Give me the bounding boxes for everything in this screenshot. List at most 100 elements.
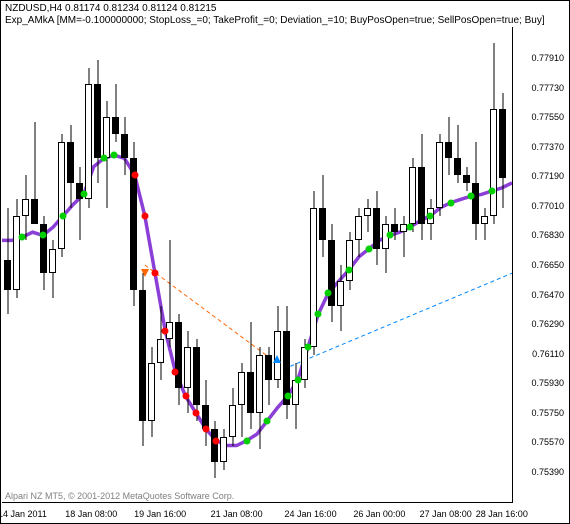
candle: [175, 27, 182, 503]
signal-dot: [345, 266, 352, 273]
y-axis-label: 0.75570: [531, 437, 564, 447]
signal-dot: [111, 152, 118, 159]
y-axis: 0.779100.777300.775500.773700.771900.770…: [512, 27, 568, 503]
signal-dot: [80, 191, 87, 198]
candle: [337, 27, 344, 503]
copyright-footer: Alpari NZ MT5, © 2001-2012 MetaQuotes So…: [5, 491, 234, 501]
candle: [166, 27, 173, 503]
y-axis-label: 0.76470: [531, 290, 564, 300]
candle: [364, 27, 371, 503]
candle: [274, 27, 281, 503]
x-axis-label: 27 Jan 08:00: [420, 509, 472, 519]
expert-params: Exp_AMkA [MM=-0.100000000; StopLoss_=0; …: [5, 15, 565, 26]
candle: [400, 27, 407, 503]
y-axis-label: 0.75930: [531, 378, 564, 388]
signal-dot: [488, 188, 495, 195]
chart-container: NZDUSD,H4 0.81174 0.81234 0.81124 0.8121…: [0, 0, 570, 524]
candle: [4, 27, 11, 503]
signal-dot: [172, 368, 179, 375]
signal-dot: [152, 270, 159, 277]
candle: [193, 27, 200, 503]
candle: [310, 27, 317, 503]
signal-dot: [366, 245, 373, 252]
x-axis: 14 Jan 201118 Jan 08:0019 Jan 16:0021 Ja…: [2, 502, 512, 522]
signal-dot: [162, 327, 169, 334]
x-axis-label: 21 Jan 08:00: [211, 509, 263, 519]
y-axis-label: 0.76110: [532, 349, 564, 359]
candle: [58, 27, 65, 503]
signal-dot: [60, 212, 67, 219]
y-axis-label: 0.75390: [531, 467, 564, 477]
candle: [85, 27, 92, 503]
candle: [499, 27, 506, 503]
x-axis-label: 28 Jan 16:00: [476, 509, 528, 519]
signal-dot: [325, 289, 332, 296]
y-axis-label: 0.76650: [531, 260, 564, 270]
signal-dot: [141, 212, 148, 219]
candle: [346, 27, 353, 503]
candle: [328, 27, 335, 503]
y-axis-label: 0.76830: [531, 230, 564, 240]
signal-dot: [294, 376, 301, 383]
signal-dot: [264, 417, 271, 424]
candle: [238, 27, 245, 503]
x-axis-label: 14 Jan 2011: [0, 509, 47, 519]
candle: [319, 27, 326, 503]
signal-dot: [427, 212, 434, 219]
candle: [418, 27, 425, 503]
candle: [445, 27, 452, 503]
candle: [229, 27, 236, 503]
signal-dot: [19, 234, 26, 241]
candle: [391, 27, 398, 503]
chart-area[interactable]: [2, 27, 512, 503]
candle: [40, 27, 47, 503]
candle: [130, 27, 137, 503]
candle: [472, 27, 479, 503]
candle: [112, 27, 119, 503]
signal-dot: [386, 232, 393, 239]
signal-dot: [192, 409, 199, 416]
candle: [301, 27, 308, 503]
candle: [436, 27, 443, 503]
y-axis-label: 0.77010: [531, 201, 564, 211]
signal-dot: [243, 437, 250, 444]
candle: [265, 27, 272, 503]
candle: [148, 27, 155, 503]
candle: [373, 27, 380, 503]
signal-dot: [315, 311, 322, 318]
y-axis-label: 0.76290: [531, 319, 564, 329]
candle: [184, 27, 191, 503]
signal-dot: [39, 232, 46, 239]
signal-dot: [468, 193, 475, 200]
candle: [94, 27, 101, 503]
symbol-header: NZDUSD,H4 0.81174 0.81234 0.81124 0.8121…: [5, 3, 565, 14]
candle: [103, 27, 110, 503]
y-axis-label: 0.77910: [531, 53, 564, 63]
candle: [67, 27, 74, 503]
x-axis-label: 18 Jan 08:00: [65, 509, 117, 519]
symbol-timeframe: NZDUSD,H4: [5, 3, 62, 14]
signal-dot: [284, 393, 291, 400]
candle: [22, 27, 29, 503]
candle: [157, 27, 164, 503]
signal-dot: [131, 171, 138, 178]
signal-dot: [213, 437, 220, 444]
candle: [409, 27, 416, 503]
candle: [49, 27, 56, 503]
candle: [382, 27, 389, 503]
signal-dot: [447, 199, 454, 206]
y-axis-label: 0.77730: [531, 83, 564, 93]
candle: [220, 27, 227, 503]
ohlc-values: 0.81174 0.81234 0.81124 0.81215: [65, 3, 216, 14]
x-axis-label: 26 Jan 00:00: [353, 509, 405, 519]
candle: [256, 27, 263, 503]
candle: [490, 27, 497, 503]
signal-dot: [305, 344, 312, 351]
candle: [76, 27, 83, 503]
candle: [427, 27, 434, 503]
candle: [211, 27, 218, 503]
candle: [454, 27, 461, 503]
candle: [292, 27, 299, 503]
candle: [481, 27, 488, 503]
signal-dot: [203, 426, 210, 433]
